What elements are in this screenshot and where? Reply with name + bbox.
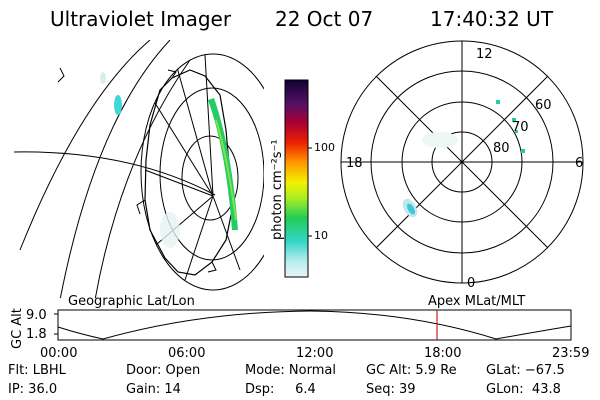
landmass-outline (57, 67, 65, 83)
emission-spot (521, 149, 525, 153)
xtick-label: 06:00 (168, 346, 206, 361)
lat-label-80: 80 (493, 141, 510, 156)
sequence-value: Seq: 39 (366, 382, 416, 397)
polar-ring-80 (431, 131, 493, 193)
meridian-line (149, 195, 214, 251)
mlt-label-12: 12 (476, 47, 493, 62)
observation-time: 17:40:32 UT (430, 7, 554, 31)
polar-ring-60 (370, 70, 554, 254)
airglow-patch (160, 212, 180, 248)
auroral-oval-emission (208, 98, 238, 230)
longitude-line (14, 151, 216, 196)
mode-value: Mode: Normal (245, 363, 336, 378)
gc-altitude-value: GC Alt: 5.9 Re (366, 363, 457, 378)
auroral-patch (402, 198, 418, 218)
xtick-label: 12:00 (296, 346, 334, 361)
coastline (144, 69, 233, 276)
instrument-title: Ultraviolet Imager (50, 7, 232, 31)
meridian-line (204, 54, 214, 197)
coastline-detail (136, 69, 217, 273)
altitude-plot-frame (57, 309, 572, 341)
xtick-label: 00:00 (40, 346, 78, 361)
mlt-label-18: 18 (346, 156, 363, 171)
mlt-label-6: 6 (575, 156, 584, 171)
lat-label-60: 60 (535, 98, 552, 113)
mlt-axis-diagonal (375, 75, 549, 249)
colorbar-tick-label: 10 (314, 229, 328, 242)
longitude-line (94, 59, 191, 298)
geographic-lon-value: GLon: 43.8 (486, 382, 561, 397)
meridian-line (212, 195, 241, 271)
longitude-line (19, 40, 151, 251)
polar-ring-70 (401, 101, 523, 223)
dsp-value: Dsp: 6.4 (245, 382, 316, 397)
mlt-label-0: 0 (467, 276, 476, 291)
colorbar-tick-label: 100 (314, 141, 335, 154)
earth-limb (140, 53, 264, 291)
mlt-axis-diagonal (375, 75, 549, 249)
ytick-label: 9.0 (26, 308, 47, 323)
altitude-ylabel: GC Alt (10, 308, 25, 349)
airglow-patch (422, 132, 458, 148)
latitude-line (181, 135, 239, 221)
meridian-line (184, 195, 214, 281)
emission-spot (496, 100, 500, 104)
auroral-patch (114, 95, 122, 115)
auroral-patch (407, 203, 415, 215)
xtick-label: 23:59 (552, 346, 590, 361)
observation-date: 22 Oct 07 (275, 7, 374, 31)
xtick-label: 18:00 (424, 346, 462, 361)
longitude-line (59, 40, 171, 298)
door-status: Door: Open (126, 363, 201, 378)
geographic-title: Geographic Lat/Lon (68, 294, 195, 309)
ip-value: IP: 36.0 (8, 382, 58, 397)
filter-value: Flt: LBHL (8, 363, 66, 378)
meridian-line (174, 59, 214, 197)
latitude-line (159, 87, 264, 261)
geographic-lat-value: GLat: −67.5 (486, 363, 565, 378)
gain-value: Gain: 14 (126, 382, 181, 397)
meridian-line (144, 169, 214, 197)
polar-ring-50 (340, 40, 584, 284)
apex-title: Apex MLat/MLT (428, 294, 526, 309)
colorbar-label: photon cm⁻²s⁻¹ (270, 139, 285, 240)
auroral-patch (100, 72, 106, 84)
meridian-line (149, 94, 214, 197)
altitude-curve (57, 310, 572, 340)
ytick-label: 1.8 (26, 327, 47, 342)
colorbar-scale (284, 79, 309, 278)
auroral-oval-bright (215, 119, 237, 221)
lat-label-70: 70 (512, 120, 529, 135)
